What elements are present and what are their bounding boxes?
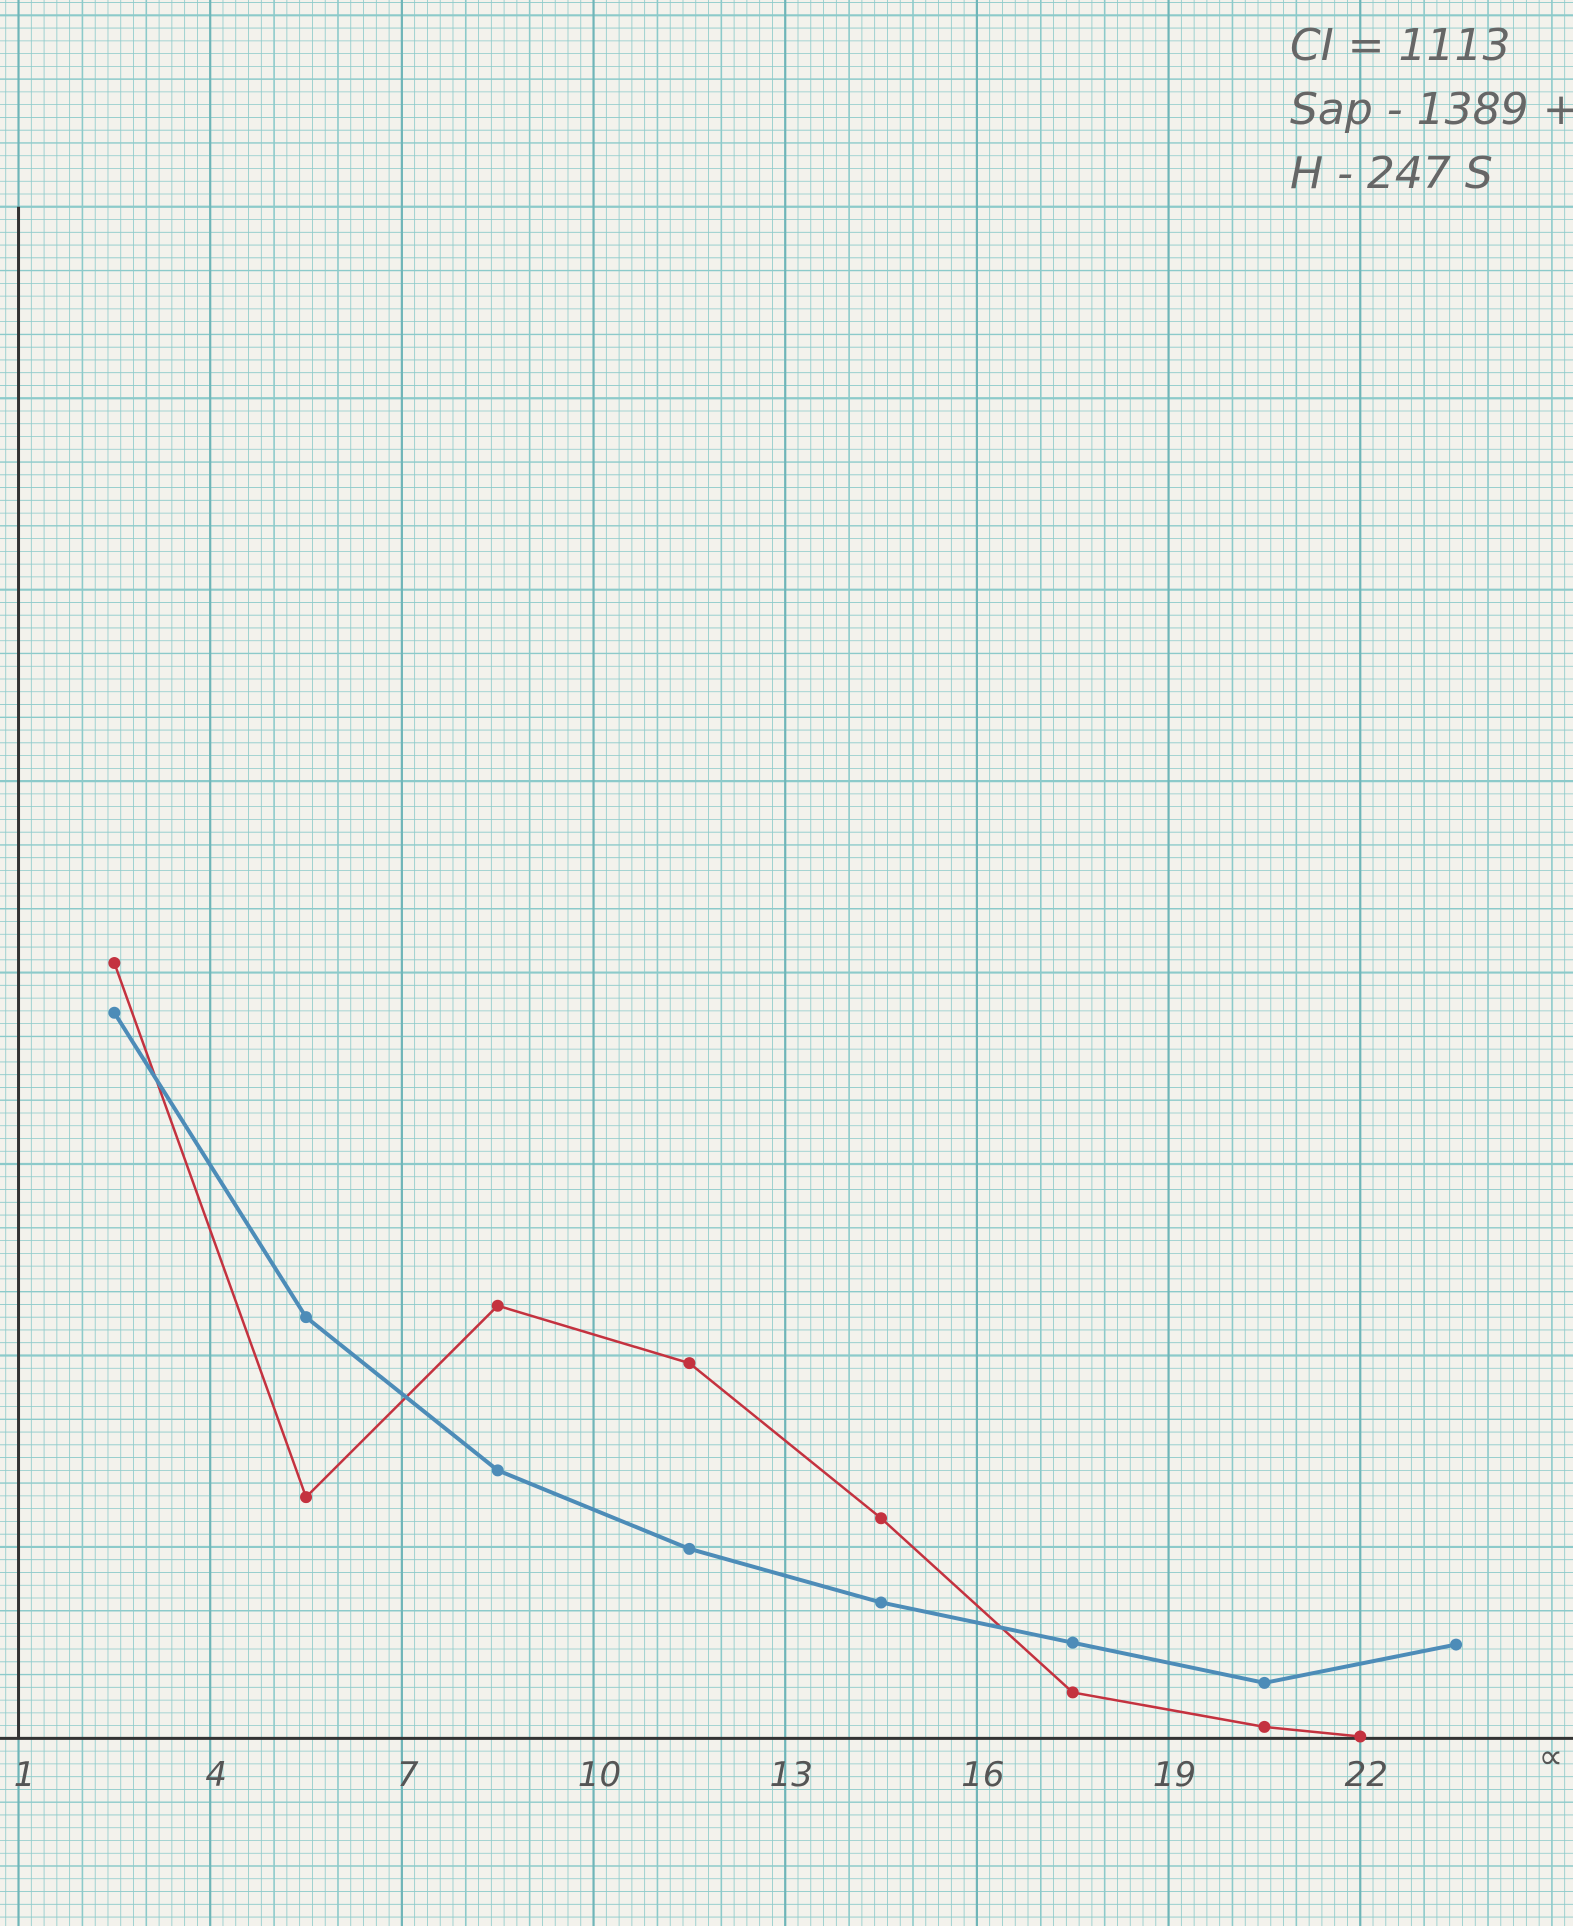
- annotation: CI = 1113: [1290, 20, 1511, 71]
- x-tick-label: 13: [770, 1755, 813, 1795]
- annotation: Sap - 1389 +1: [1290, 84, 1573, 135]
- data-point: [875, 1512, 887, 1524]
- data-point: [300, 1491, 312, 1503]
- data-point: [1258, 1721, 1270, 1733]
- data-point: [1354, 1730, 1366, 1742]
- data-point: [1450, 1639, 1462, 1651]
- data-point: [875, 1596, 887, 1608]
- x-axis-label: ∝: [1539, 1737, 1563, 1777]
- chart: 1 4 7 10 13 16 19 22 ∝ CI = 1113 Sap - 1389 +1 H - …: [0, 0, 1573, 1926]
- annotation: H - 247 S: [1290, 148, 1493, 199]
- data-point: [492, 1300, 504, 1312]
- x-tick-label: 4: [205, 1755, 227, 1795]
- data-point: [1258, 1677, 1270, 1689]
- x-tick-label: 16: [961, 1755, 1004, 1795]
- data-point: [108, 1007, 120, 1019]
- x-tick-label: 19: [1153, 1755, 1196, 1795]
- data-point: [108, 957, 120, 969]
- x-tick-label: 7: [397, 1755, 419, 1795]
- page: {"chart_data": {"type": "line", "annotat…: [0, 0, 1573, 1926]
- data-point: [1067, 1637, 1079, 1649]
- data-point: [492, 1464, 504, 1476]
- data-point: [683, 1543, 695, 1555]
- x-tick-label: 1: [14, 1755, 36, 1795]
- x-tick-label: 22: [1345, 1755, 1388, 1795]
- x-tick-label: 10: [578, 1755, 621, 1795]
- data-point: [1067, 1686, 1079, 1698]
- data-point: [300, 1311, 312, 1323]
- data-point: [683, 1357, 695, 1369]
